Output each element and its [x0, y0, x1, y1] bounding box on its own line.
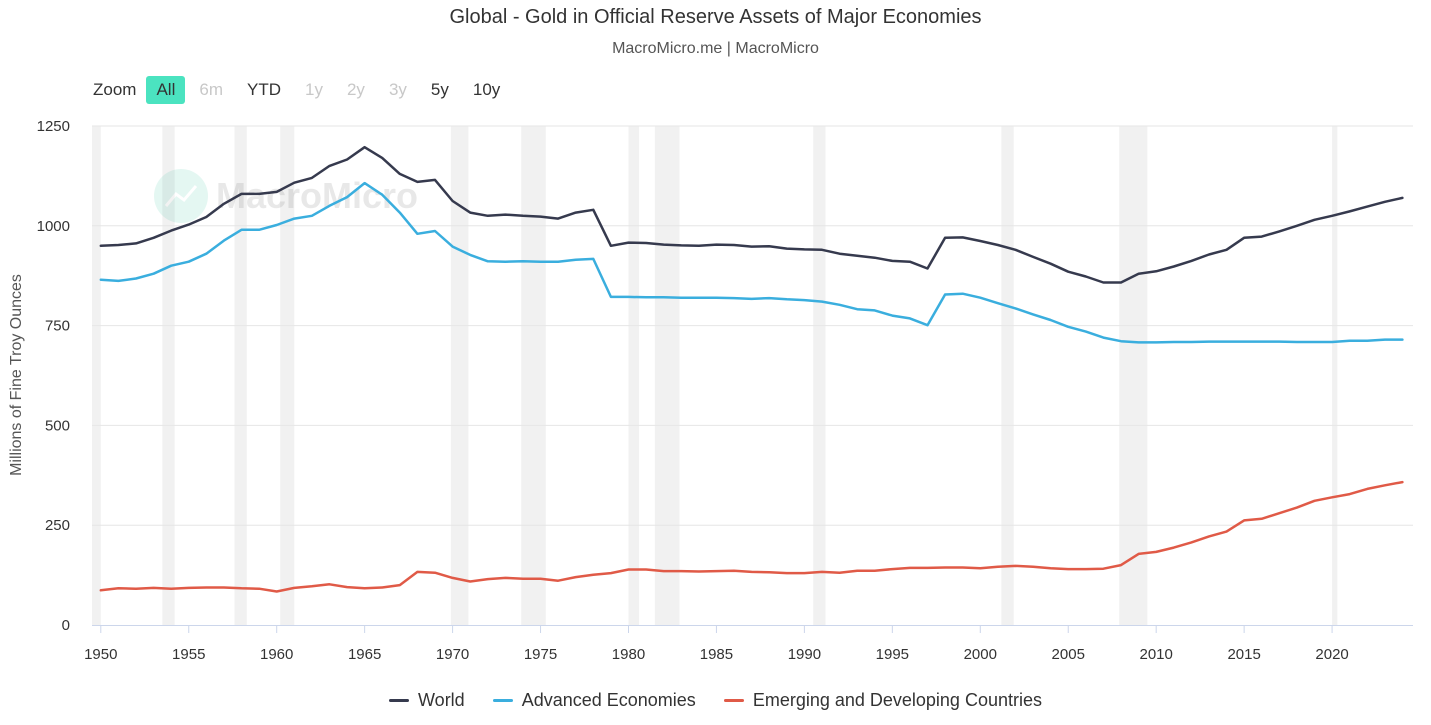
x-tick-label: 1950 [84, 646, 117, 663]
legend: World Advanced Economies Emerging and De… [0, 690, 1431, 711]
x-tick-label: 1980 [612, 646, 645, 663]
watermark-logo: MacroMicro [154, 169, 418, 223]
x-tick-label: 1970 [436, 646, 469, 663]
x-tick-label: 2020 [1315, 646, 1348, 663]
legend-swatch [389, 699, 410, 702]
legend-label: World [418, 690, 465, 710]
y-tick-label: 750 [45, 318, 70, 335]
y-tick-label: 1250 [37, 118, 70, 135]
zoom-button-5y[interactable]: 5y [430, 80, 449, 99]
x-tick-label: 2010 [1140, 646, 1173, 663]
recession-band [654, 126, 680, 625]
recession-band [1119, 126, 1148, 625]
series-line-emerging-and-developing-countries [99, 480, 1404, 593]
chart-subtitle: MacroMicro.me | MacroMicro [612, 40, 819, 57]
zoom-button-3y[interactable]: 3y [388, 80, 407, 99]
legend-item-advanced-economies[interactable]: Advanced Economies [492, 690, 696, 711]
zoom-controls: Zoom All 6m YTD 1y 2y 3y 5y 10y [93, 76, 514, 104]
x-tick-label: 1955 [172, 646, 205, 663]
x-tick-label: 2005 [1052, 646, 1085, 663]
legend-swatch [492, 699, 513, 702]
zoom-button-ytd[interactable]: YTD [247, 80, 281, 99]
series-line-world [99, 145, 1404, 284]
axes: 0 250 500 750 1000 1250 1950 1955 1960 1965 1970 19… [37, 118, 1413, 663]
legend-swatch [723, 699, 744, 702]
x-tick-label: 1990 [788, 646, 821, 663]
x-tick-label: 2000 [964, 646, 997, 663]
series-lines [99, 145, 1404, 593]
recession-band [280, 126, 295, 625]
legend-label: Advanced Economies [521, 690, 696, 710]
recession-band [162, 126, 175, 625]
y-tick-label: 0 [62, 617, 70, 634]
y-tick-label: 500 [45, 417, 70, 434]
x-tick-label: 1965 [348, 646, 381, 663]
zoom-button-all[interactable]: All [146, 76, 186, 104]
legend-item-world[interactable]: World [389, 690, 465, 711]
recession-band [1332, 126, 1338, 625]
x-tick-label: 1975 [524, 646, 557, 663]
recession-band [628, 126, 640, 625]
recession-band [521, 126, 546, 625]
recession-bands [92, 126, 1338, 625]
y-axis-label: Millions of Fine Troy Ounces [8, 274, 25, 476]
watermark-text: MacroMicro [216, 175, 418, 216]
y-tick-label: 1000 [37, 218, 70, 235]
zoom-button-1y[interactable]: 1y [305, 80, 323, 99]
x-tick-label: 1995 [876, 646, 909, 663]
zoom-button-10y[interactable]: 10y [472, 80, 501, 99]
zoom-button-2y[interactable]: 2y [346, 80, 365, 99]
legend-item-emerging-developing[interactable]: Emerging and Developing Countries [723, 690, 1042, 711]
legend-label: Emerging and Developing Countries [752, 690, 1042, 710]
x-tick-label: 2015 [1227, 646, 1260, 663]
recession-band [234, 126, 247, 625]
y-tick-label: 250 [45, 517, 70, 534]
x-tick-label: 1985 [700, 646, 733, 663]
recession-band [813, 126, 826, 625]
zoom-button-6m[interactable]: 6m [199, 80, 223, 99]
zoom-label: Zoom [93, 80, 137, 99]
recession-band [92, 126, 101, 625]
recession-band [1001, 126, 1014, 625]
series-line-advanced-economies [99, 181, 1404, 344]
x-tick-label: 1960 [260, 646, 293, 663]
grid-lines [92, 125, 1413, 526]
chart-title: Global - Gold in Official Reserve Assets… [449, 6, 982, 28]
